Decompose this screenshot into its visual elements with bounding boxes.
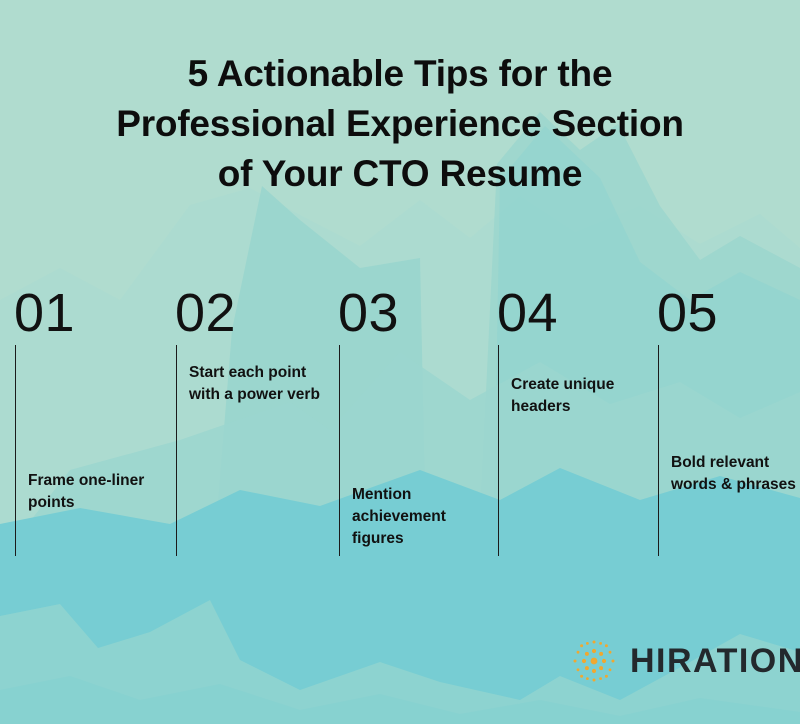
step-text-01: Frame one-liner points bbox=[28, 472, 145, 511]
brand-logo: HIRATION bbox=[570, 633, 800, 689]
step-number-04: 04 bbox=[497, 283, 559, 343]
dot-grid-icon bbox=[573, 640, 615, 682]
step-item-04: 04 Create unique headers bbox=[497, 284, 657, 564]
step-number-03: 03 bbox=[338, 283, 400, 343]
steps-list: 01 Frame one-liner points 02 Start each … bbox=[0, 284, 800, 564]
step-text-03: Mention achievement figures bbox=[352, 486, 446, 547]
step-item-01: 01 Frame one-liner points bbox=[14, 284, 174, 564]
step-text-04: Create unique headers bbox=[511, 376, 615, 415]
step-number-02: 02 bbox=[175, 283, 237, 343]
step-item-03: 03 Mention achievement figures bbox=[338, 284, 498, 564]
title-line-3: of Your CTO Resume bbox=[217, 152, 583, 194]
step-item-02: 02 Start each point with a power verb bbox=[175, 284, 335, 564]
step-divider-03 bbox=[339, 345, 340, 556]
step-divider-01 bbox=[15, 345, 16, 556]
step-number-05: 05 bbox=[657, 283, 719, 343]
step-divider-05 bbox=[658, 345, 659, 556]
step-text-05: Bold relevant words & phrases bbox=[671, 454, 796, 493]
step-number-01: 01 bbox=[14, 283, 76, 343]
title-line-2: Professional Experience Section bbox=[116, 102, 684, 144]
step-item-05: 05 Bold relevant words & phrases bbox=[657, 284, 800, 564]
step-divider-04 bbox=[498, 345, 499, 556]
brand-wordmark: HIRATION bbox=[630, 642, 800, 680]
title-line-1: 5 Actionable Tips for the bbox=[187, 52, 613, 94]
step-divider-02 bbox=[176, 345, 177, 556]
step-text-02: Start each point with a power verb bbox=[189, 364, 320, 403]
page-title: 5 Actionable Tips for the Professional E… bbox=[0, 49, 800, 199]
